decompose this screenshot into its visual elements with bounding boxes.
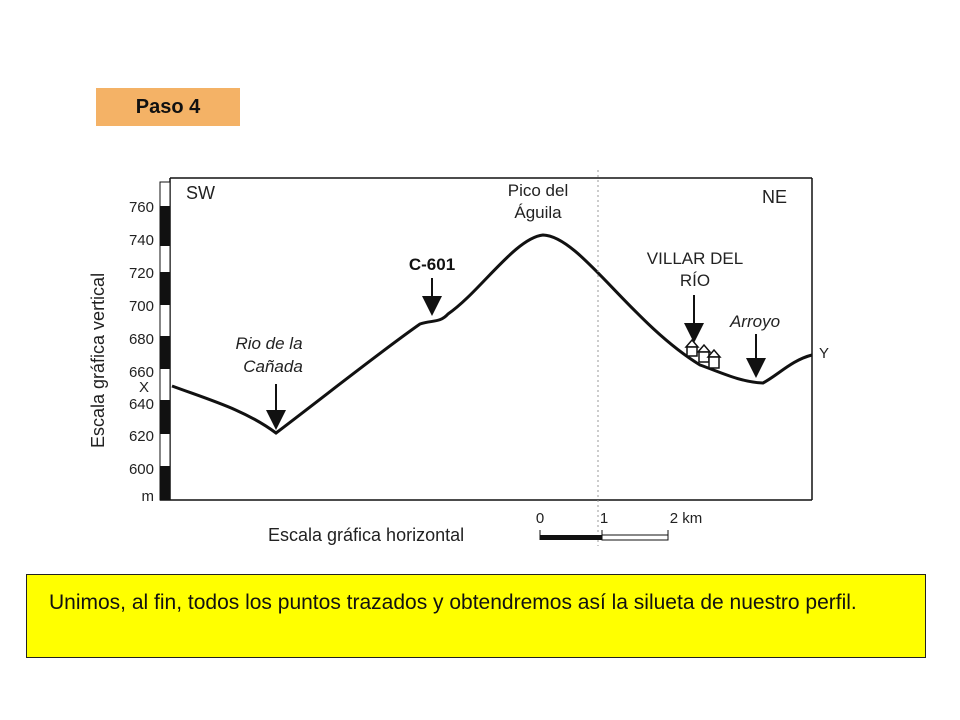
river-label-line-1: Rio de la <box>235 334 302 353</box>
horizontal-scale-bar <box>539 530 669 541</box>
tick-680: 680 <box>129 331 154 348</box>
tick-760: 760 <box>129 199 154 216</box>
village-houses-icon <box>684 338 722 369</box>
horizontal-tick-2km: 2 km <box>670 510 703 527</box>
tick-740: 740 <box>129 232 154 249</box>
caption-box: Unimos, al fin, todos los puntos trazado… <box>26 574 926 658</box>
step-badge: Paso 4 <box>96 88 240 126</box>
village-label-line-1: VILLAR DEL <box>647 249 743 268</box>
peak-label-line-1: Pico del <box>508 181 568 200</box>
terrain-profile-line <box>171 233 813 435</box>
vertical-scale-label: Escala gráfica vertical <box>88 273 108 448</box>
vertical-scale-blocks <box>160 206 170 500</box>
profile-start-x: X <box>139 379 149 396</box>
step-label: Paso 4 <box>135 95 201 118</box>
road-label: C-601 <box>409 255 455 274</box>
tick-640: 640 <box>129 396 154 413</box>
tick-600: 600 <box>129 461 154 478</box>
caption-text: Unimos, al fin, todos los puntos trazado… <box>49 591 857 614</box>
peak-label-line-2: Águila <box>514 203 562 222</box>
arroyo-label: Arroyo <box>729 312 780 331</box>
tick-700: 700 <box>129 298 154 315</box>
tick-660: 660 <box>129 364 154 381</box>
river-label-line-2: Cañada <box>243 357 303 376</box>
horizontal-tick-1: 1 <box>600 510 608 527</box>
tick-720: 720 <box>129 265 154 282</box>
tick-unit: m <box>142 488 155 505</box>
village-label-line-2: RÍO <box>680 271 710 290</box>
tick-620: 620 <box>129 428 154 445</box>
horizontal-scale-label: Escala gráfica horizontal <box>268 525 464 545</box>
profile-end-y: Y <box>819 345 829 362</box>
orientation-ne: NE <box>762 187 787 207</box>
orientation-sw: SW <box>186 183 215 203</box>
horizontal-tick-0: 0 <box>536 510 544 527</box>
